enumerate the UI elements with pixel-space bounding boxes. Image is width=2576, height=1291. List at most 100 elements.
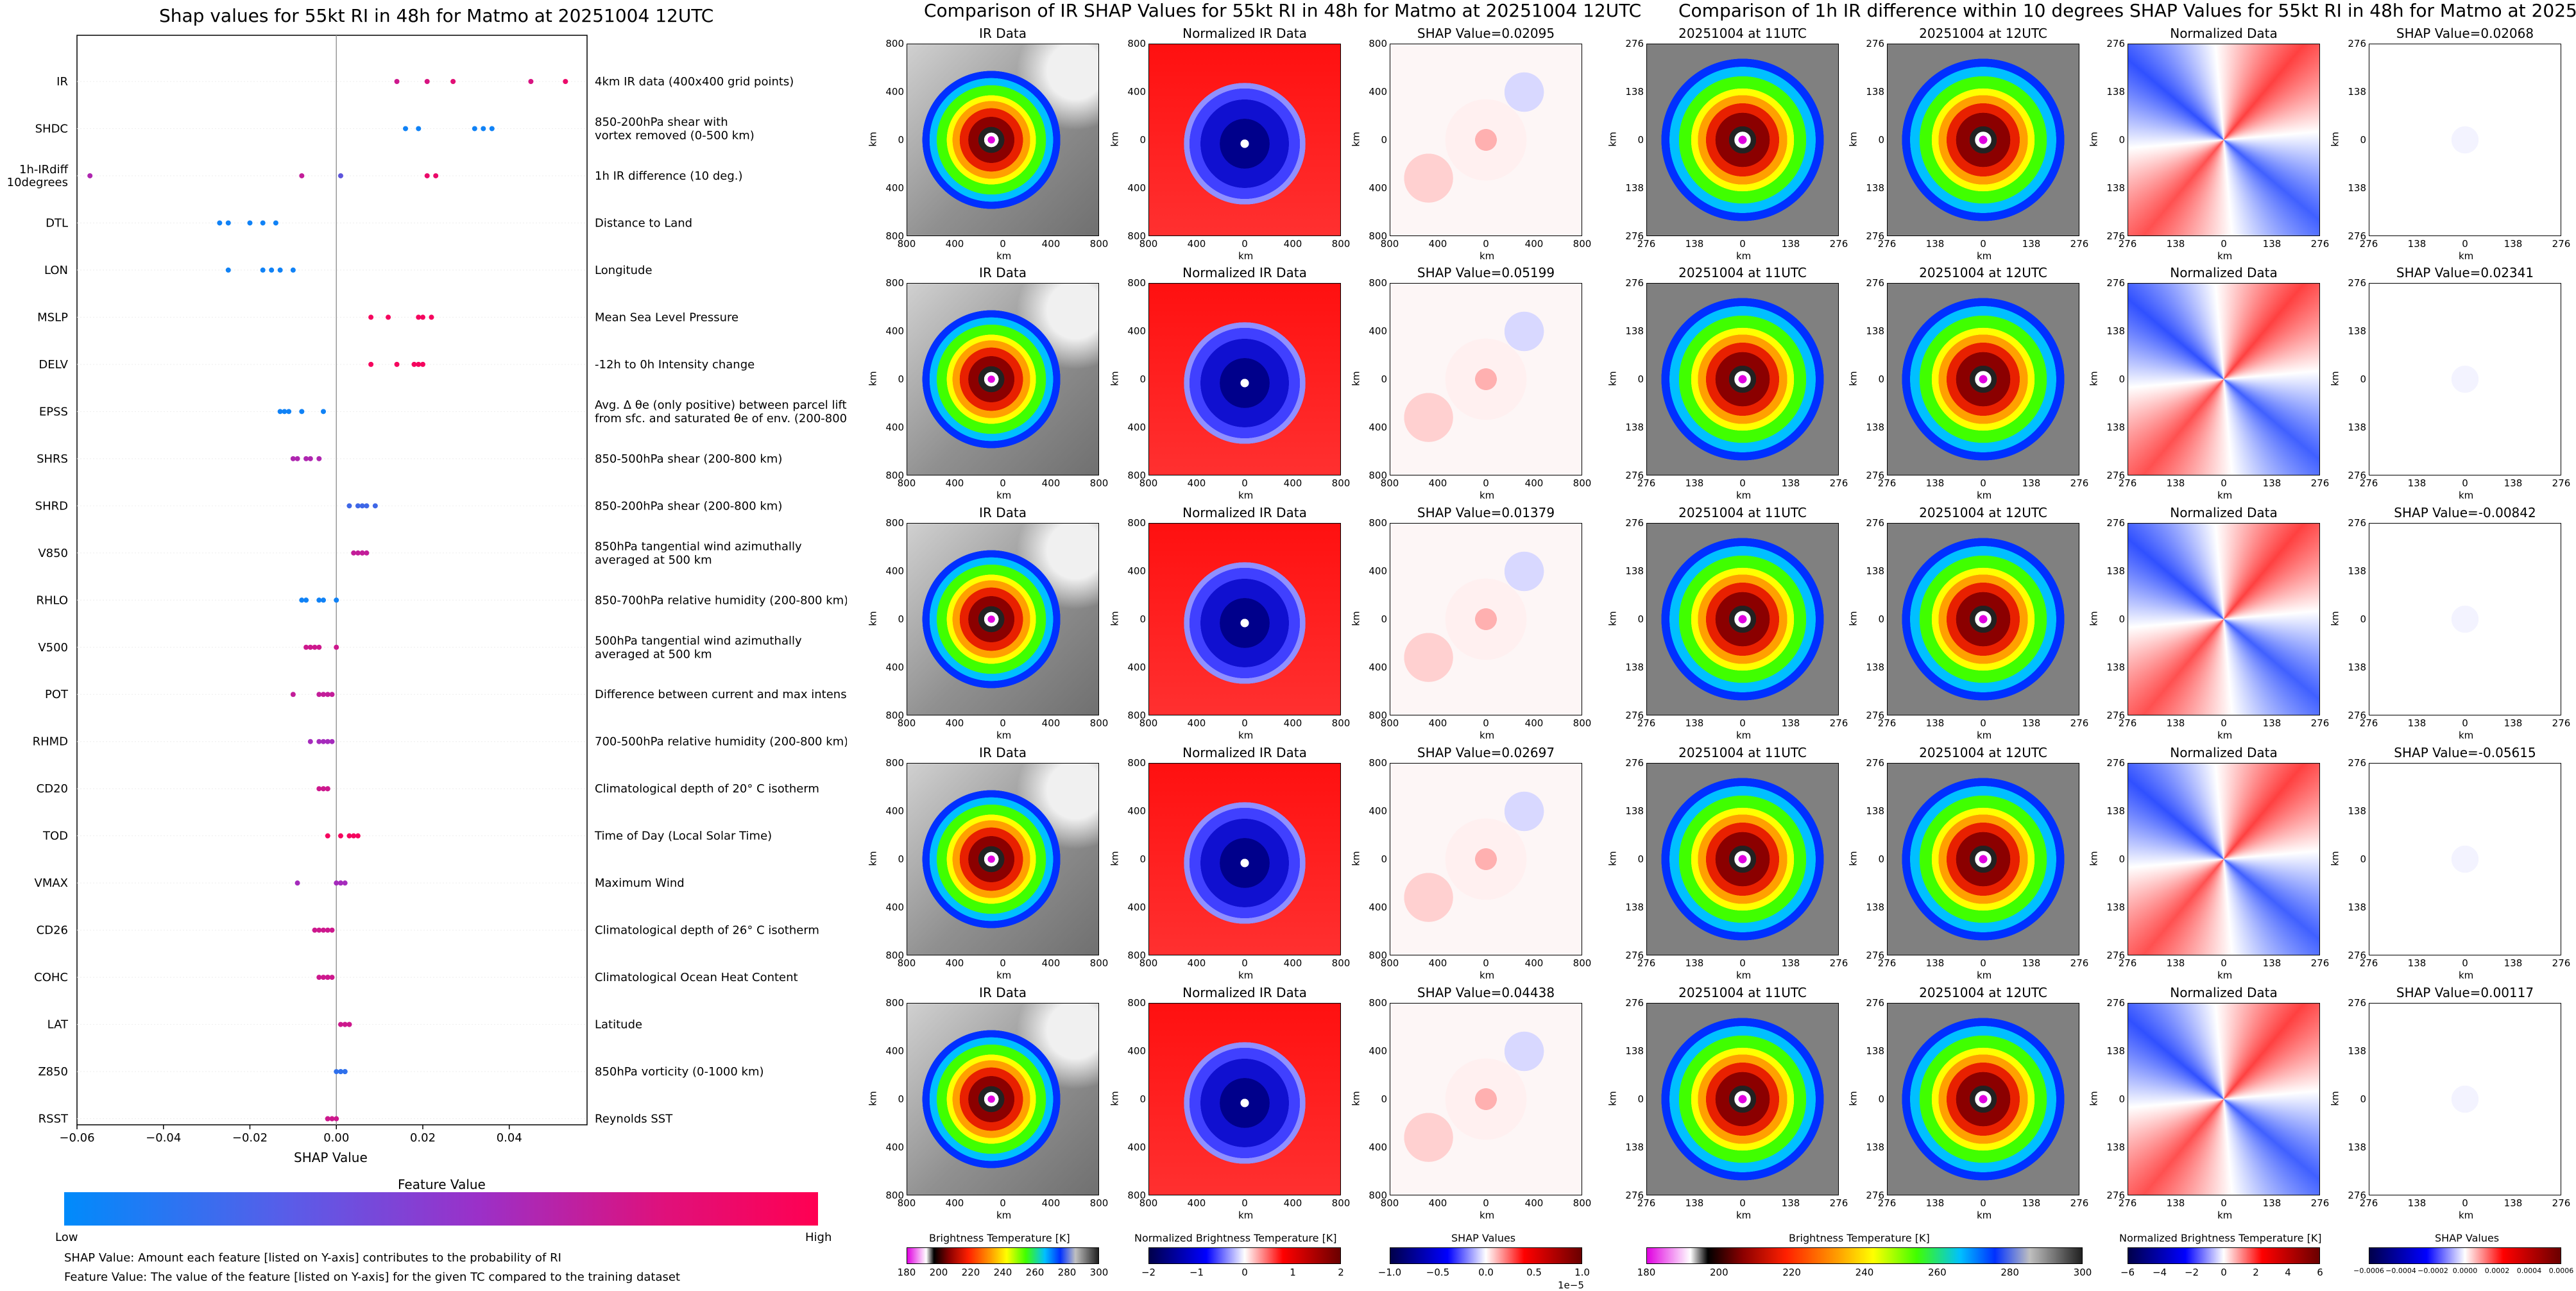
x-axis-label: km <box>1238 730 1254 741</box>
feature-description: Avg. Δ θe (only positive) between parcel… <box>595 398 847 412</box>
feature-name: V500 <box>38 641 68 654</box>
x-tick-label: 0.00 <box>323 1131 349 1145</box>
x-tick-label: 800 <box>1380 957 1399 969</box>
y-tick-label: 276 <box>2106 1190 2125 1201</box>
shap-point <box>351 833 357 839</box>
x-tick-label: 800 <box>1380 717 1399 729</box>
x-tick-label: 138 <box>1685 957 1704 969</box>
x-tick-label: 276 <box>2070 477 2089 489</box>
mid-cbar1-label: Brightness Temperature [K] <box>929 1232 1070 1244</box>
heatmap-panel <box>2369 44 2561 236</box>
feature-description: 850-200hPa shear (200-800 km) <box>595 499 782 513</box>
y-tick-label: 0 <box>1878 1093 1884 1105</box>
colorbar-tick-label: 2 <box>2253 1267 2259 1278</box>
x-tick-label: 138 <box>1685 1197 1704 1209</box>
y-tick-label: 276 <box>1625 470 1644 481</box>
y-tick-label: 138 <box>2106 86 2125 98</box>
y-tick-label: 138 <box>1625 325 1644 337</box>
colorbar-tick-label: 260 <box>1025 1267 1045 1278</box>
shap-point <box>481 126 486 132</box>
y-tick-label: 0 <box>1878 373 1884 385</box>
shap-point <box>420 361 425 367</box>
x-tick-label: 0 <box>2462 477 2468 489</box>
y-tick-label: 400 <box>1369 565 1387 577</box>
colorbar-tick-label: −0.0006 <box>2353 1267 2384 1275</box>
x-tick-label: 400 <box>1041 238 1061 250</box>
shap-point <box>325 1116 330 1122</box>
x-tick-label: 276 <box>1637 717 1656 729</box>
y-tick-label: 800 <box>885 997 904 1009</box>
shap-point <box>329 1116 335 1122</box>
x-tick-label: 138 <box>2022 1197 2041 1209</box>
x-tick-label: 276 <box>2310 477 2330 489</box>
panel-title: IR Data <box>979 985 1027 1000</box>
shap-point <box>247 220 253 226</box>
x-axis-label: km <box>996 1210 1012 1221</box>
feature-description: Longitude <box>595 264 653 277</box>
x-tick-label: 400 <box>945 957 964 969</box>
feature-name: RHMD <box>33 735 68 749</box>
shap-point <box>312 927 318 933</box>
colorbar-tick-label: 240 <box>993 1267 1012 1278</box>
x-tick-label: 138 <box>1925 477 1945 489</box>
y-axis-label: km <box>1847 132 1859 147</box>
x-tick-label: 276 <box>2359 238 2378 250</box>
colorbar-tick-label: 2 <box>1338 1267 1344 1278</box>
feature-name: Z850 <box>38 1065 68 1079</box>
x-axis-label: km <box>1480 490 1495 501</box>
heatmap-panel <box>2128 523 2320 715</box>
y-tick-label: 800 <box>885 710 904 721</box>
x-tick-label: 400 <box>1041 957 1061 969</box>
shap-point <box>368 314 374 320</box>
shap-point <box>303 456 309 461</box>
plot-frame <box>76 35 588 1125</box>
feature-description: Maximum Wind <box>595 876 685 890</box>
x-tick-label: 276 <box>2359 717 2378 729</box>
y-tick-label: 276 <box>2106 710 2125 721</box>
shap-point <box>416 361 422 367</box>
x-tick-label: 276 <box>2118 238 2137 250</box>
y-tick-label: 400 <box>1127 1045 1146 1057</box>
panel-title: Normalized Data <box>2170 505 2278 520</box>
heatmap-panel <box>907 283 1099 475</box>
y-tick-label: 138 <box>1866 325 1884 337</box>
x-tick-label: 400 <box>1428 477 1447 489</box>
y-tick-label: 276 <box>2106 230 2125 242</box>
x-tick-label: 276 <box>2359 957 2378 969</box>
y-tick-label: 400 <box>1369 662 1387 673</box>
y-tick-label: 276 <box>1625 997 1644 1009</box>
shap-point <box>334 1116 339 1122</box>
feature-description: Climatological depth of 26° C isotherm <box>595 924 819 937</box>
x-tick-label: 800 <box>1331 957 1351 969</box>
heatmap-panel <box>1646 44 1839 236</box>
irdiff-comparison-title: Comparison of 1h IR difference within 10… <box>1678 0 2576 21</box>
feature-description: averaged at 500 km <box>595 647 712 661</box>
feature-name: CD26 <box>37 924 68 937</box>
y-tick-label: 276 <box>1866 997 1884 1009</box>
y-tick-label: 0 <box>1139 373 1146 385</box>
y-tick-label: 0 <box>2360 134 2366 146</box>
y-tick-label: 138 <box>1866 902 1884 913</box>
panel-title: SHAP Value=0.02341 <box>2396 265 2534 280</box>
y-tick-label: 138 <box>2348 86 2366 98</box>
colorbar-tick-label: −4 <box>2152 1267 2167 1278</box>
y-axis-label: km <box>2329 132 2341 147</box>
x-tick-label: 400 <box>1524 238 1544 250</box>
y-tick-label: 0 <box>1139 134 1146 146</box>
shap-point <box>260 220 266 226</box>
x-tick-label: 800 <box>1331 477 1351 489</box>
shap-point <box>321 786 327 792</box>
x-axis-label: km <box>996 970 1012 981</box>
y-tick-label: 0 <box>2360 613 2366 625</box>
y-tick-label: 800 <box>1369 950 1387 961</box>
x-tick-label: 800 <box>897 477 916 489</box>
feature-description: 850-200hPa shear with <box>595 115 728 129</box>
y-tick-label: 400 <box>885 1141 904 1153</box>
panel-title: 20251004 at 12UTC <box>1919 26 2047 41</box>
y-axis-label: km <box>867 1091 879 1106</box>
feature-name: DELV <box>38 358 68 372</box>
shap-point <box>294 880 300 886</box>
shap-point <box>325 739 330 744</box>
panel-title: SHAP Value=0.02095 <box>1417 26 1555 41</box>
y-tick-label: 276 <box>1625 1190 1644 1201</box>
